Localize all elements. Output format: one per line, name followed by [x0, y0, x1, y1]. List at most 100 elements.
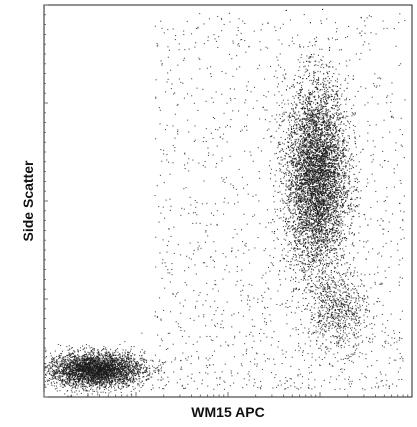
event-dot-population-1 — [69, 374, 71, 376]
event-dot-population-1 — [58, 355, 60, 357]
event-dot-population-1 — [92, 359, 94, 361]
event-dot-population-1 — [111, 362, 113, 364]
event-dot-population-1 — [80, 366, 82, 368]
event-dot-population-1 — [150, 376, 152, 378]
event-dot-population-1 — [70, 364, 72, 366]
event-dot-population-1 — [82, 378, 84, 380]
event-dot-population-1 — [81, 363, 83, 365]
event-dot-population-1 — [138, 380, 140, 382]
event-dot-population-1 — [72, 386, 74, 388]
event-dot-population-1 — [137, 368, 139, 370]
event-dot-population-1 — [95, 360, 97, 362]
event-dot-population-1 — [103, 365, 105, 367]
event-dot-population-1 — [78, 373, 80, 375]
event-dot-population-1 — [135, 369, 137, 371]
event-dot-population-1 — [138, 378, 140, 380]
event-dot-population-1 — [80, 356, 82, 358]
event-dot-population-1 — [118, 379, 120, 381]
event-dot-population-1 — [88, 358, 90, 360]
event-dot-population-1 — [84, 353, 86, 355]
event-dot-population-1 — [168, 381, 170, 383]
event-dot-population-1 — [47, 383, 49, 385]
event-dot-population-1 — [85, 362, 87, 364]
event-dot-population-1 — [106, 383, 108, 385]
event-dot-population-1 — [140, 387, 142, 389]
event-dot-population-1 — [89, 360, 91, 362]
event-dot-population-1 — [115, 361, 117, 363]
event-dot-population-1 — [75, 363, 77, 365]
event-dot-population-1 — [71, 388, 73, 390]
event-dot-population-1 — [82, 376, 84, 378]
event-dot-population-1 — [93, 370, 95, 372]
event-dot-population-1 — [106, 364, 108, 366]
event-dot-population-1 — [122, 379, 124, 381]
event-dot-population-1 — [67, 395, 69, 397]
event-dot-population-1 — [106, 367, 108, 369]
event-dot-population-1 — [68, 378, 70, 380]
event-dot-population-1 — [145, 372, 147, 374]
event-dot-population-1 — [76, 383, 78, 385]
event-dot-population-1 — [66, 366, 68, 368]
event-dot-population-1 — [71, 391, 73, 393]
event-dot-population-1 — [46, 379, 48, 381]
event-dot-population-1 — [84, 360, 86, 362]
event-dot-population-1 — [50, 352, 52, 354]
event-dot-population-1 — [121, 358, 123, 360]
event-dot-population-1 — [61, 372, 63, 374]
event-dot-population-1 — [52, 360, 54, 362]
event-dot-population-1 — [62, 367, 64, 369]
event-dot-population-1 — [55, 361, 57, 363]
event-dot-population-1 — [71, 347, 73, 349]
event-dot-population-1 — [60, 363, 62, 365]
event-dot-population-1 — [125, 362, 127, 364]
event-dot-population-1 — [56, 387, 58, 389]
event-dot-population-1 — [84, 366, 86, 368]
event-dot-population-1 — [119, 378, 121, 380]
event-dot-population-1 — [137, 363, 139, 365]
event-dot-population-1 — [88, 358, 90, 360]
event-dot-population-1 — [89, 365, 91, 367]
event-dot-population-1 — [117, 354, 119, 356]
event-dot-population-1 — [57, 343, 59, 345]
event-dot-population-1 — [71, 374, 73, 376]
event-dot-population-1 — [113, 371, 115, 373]
event-dot-population-1 — [120, 371, 122, 373]
event-dot-population-1 — [93, 362, 95, 364]
event-dot-population-1 — [138, 375, 140, 377]
event-dot-population-1 — [120, 374, 122, 376]
event-dot-population-1 — [66, 376, 68, 378]
event-dot-population-1 — [113, 384, 115, 386]
event-dot-population-1 — [109, 370, 111, 372]
event-dot-population-1 — [86, 376, 88, 378]
event-dot-population-1 — [141, 358, 143, 360]
event-dot-population-1 — [87, 380, 89, 382]
event-dot-population-1 — [104, 372, 106, 374]
event-dot-population-1 — [96, 376, 98, 378]
event-dot-population-1 — [117, 371, 119, 373]
event-dot-population-1 — [117, 384, 119, 386]
event-dot-population-1 — [82, 369, 84, 371]
event-dot-population-1 — [89, 374, 91, 376]
event-dot-population-1 — [107, 351, 109, 353]
event-dot-population-1 — [152, 365, 154, 367]
event-dot-population-1 — [48, 364, 50, 366]
event-dot-population-1 — [95, 367, 97, 369]
event-dot-population-1 — [109, 379, 111, 381]
event-dot-population-1 — [139, 351, 141, 353]
event-dot-population-1 — [116, 357, 118, 359]
event-dot-population-1 — [90, 357, 92, 359]
event-dot-population-1 — [70, 365, 72, 367]
event-dot-population-1 — [84, 381, 86, 383]
event-dot-population-1 — [68, 369, 70, 371]
event-dot-population-1 — [106, 361, 108, 363]
event-dot-population-1 — [119, 374, 121, 376]
event-dot-population-1 — [78, 379, 80, 381]
event-dot-population-1 — [108, 351, 110, 353]
event-dot-population-1 — [65, 360, 67, 362]
event-dot-population-1 — [109, 375, 111, 377]
event-dot-population-1 — [73, 371, 75, 373]
event-dot-population-1 — [124, 376, 126, 378]
event-dot-population-1 — [82, 359, 84, 361]
event-dot-population-1 — [92, 389, 94, 391]
event-dot-population-1 — [55, 376, 57, 378]
